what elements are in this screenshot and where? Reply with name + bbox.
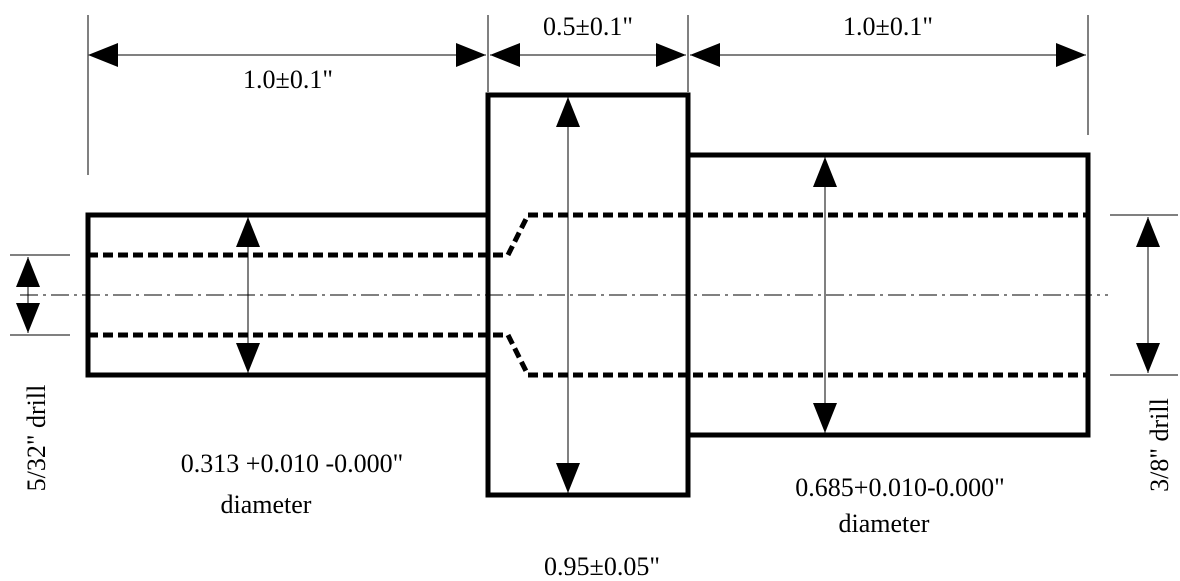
label-right-drill: 3/8" drill: [1145, 398, 1174, 492]
label-left-diameter-word: diameter: [221, 490, 312, 519]
label-middle-diameter: 0.95±0.05": [544, 552, 660, 581]
dimension-left-drill: [10, 254, 70, 336]
dimension-right-length: [690, 43, 1086, 67]
label-left-diameter-value: 0.313 +0.010 -0.000": [181, 449, 403, 478]
label-left-drill: 5/32" drill: [22, 385, 51, 492]
dimension-middle-diameter-line: [556, 97, 580, 493]
hidden-line-transition-bottom: [505, 333, 531, 377]
label-right-diameter-word: diameter: [839, 509, 930, 538]
label-right-diameter-value: 0.685+0.010-0.000": [795, 473, 1004, 502]
dimension-left-diameter-line: [236, 217, 260, 373]
dimension-middle-length: [490, 43, 686, 67]
label-left-length: 1.0±0.1": [243, 65, 333, 94]
label-right-length: 1.0±0.1": [843, 12, 933, 41]
dimension-right-diameter-line: [813, 157, 837, 433]
dimension-right-drill: [1110, 214, 1178, 376]
hidden-line-transition-top: [505, 213, 531, 257]
label-middle-length: 0.5±0.1": [543, 12, 633, 41]
dimension-left-length: [88, 43, 486, 67]
